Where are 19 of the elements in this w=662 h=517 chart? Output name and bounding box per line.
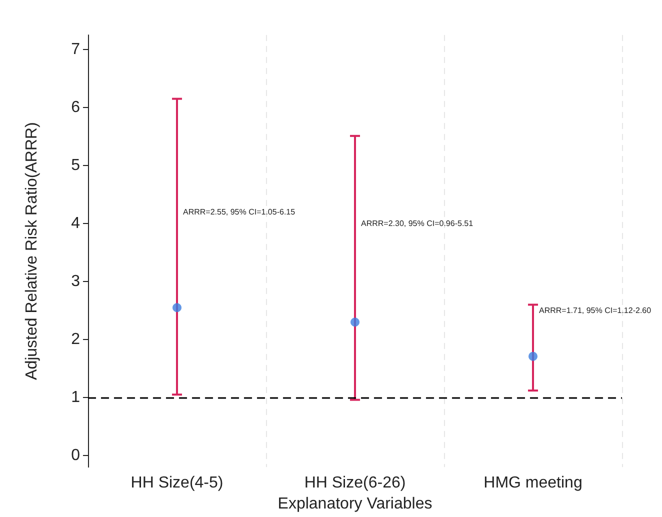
annotation: ARRR=2.30, 95% CI=0.96-5.51 bbox=[361, 219, 474, 228]
y-tick-label: 3 bbox=[71, 273, 80, 290]
annotation: ARRR=1.71, 95% CI=1.12-2.60 bbox=[539, 306, 652, 315]
y-axis-title: Adjusted Relative Risk Ratio(ARRR) bbox=[24, 122, 40, 380]
point bbox=[350, 318, 360, 327]
y-tick-label: 0 bbox=[71, 447, 80, 464]
y-tick-label: 4 bbox=[71, 215, 80, 232]
x-tick-label: HH Size(4-5) bbox=[130, 474, 224, 492]
point bbox=[172, 303, 182, 312]
point bbox=[528, 352, 538, 361]
y-tick-label: 2 bbox=[71, 331, 80, 348]
x-tick-label: HMG meeting bbox=[484, 474, 582, 492]
x-tick-label: HH Size(6-26) bbox=[304, 474, 406, 492]
x-axis-title: Explanatory Variables bbox=[278, 496, 432, 512]
y-tick-label: 5 bbox=[71, 157, 80, 174]
y-tick-label: 7 bbox=[71, 41, 80, 58]
y-tick-label: 6 bbox=[71, 99, 80, 116]
annotation: ARRR=2.55, 95% CI=1.05-6.15 bbox=[183, 207, 296, 216]
y-tick-label: 1 bbox=[71, 389, 80, 406]
